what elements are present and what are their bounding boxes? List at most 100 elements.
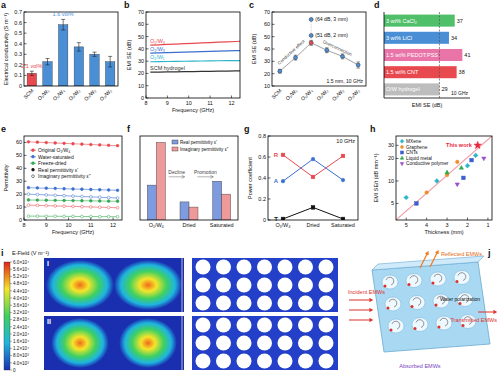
y-tick-label: 20 <box>138 70 144 76</box>
y-tick <box>272 86 275 87</box>
y-tick <box>24 33 27 34</box>
legend-label: Imaginary permittivity ε'' <box>180 147 229 152</box>
arrow <box>169 175 185 178</box>
error-bar <box>30 71 34 75</box>
pore <box>216 278 231 293</box>
annotation: Conductive effect <box>277 38 307 65</box>
bar <box>43 62 52 86</box>
pore <box>196 318 211 333</box>
series-label: O₁/W₃ <box>150 46 165 52</box>
x-tick-label: 4 <box>425 222 428 228</box>
x-tick-label: O₁/W₁ <box>284 87 298 101</box>
colorbar-tick <box>10 355 12 356</box>
marker <box>116 144 119 147</box>
marker <box>54 199 57 202</box>
marker <box>89 143 92 146</box>
x-axis <box>384 98 470 99</box>
x-tick-label: SCM <box>270 87 282 99</box>
y-tick <box>272 49 275 50</box>
x-tick-label: O₃/W₃ <box>98 87 113 102</box>
pore <box>237 354 252 369</box>
pore <box>257 278 272 293</box>
error-bar <box>294 55 298 60</box>
x-tick <box>487 218 488 221</box>
marker <box>116 206 119 209</box>
panel-letter: j <box>487 248 491 258</box>
pore <box>298 336 313 351</box>
y-tick <box>268 178 271 179</box>
y-tick-label: 60 <box>16 139 22 145</box>
pore <box>237 318 252 333</box>
molecule <box>456 280 459 283</box>
legend-label: Liquid metal <box>406 156 432 161</box>
x-tick-label: SCM <box>22 87 34 99</box>
marker <box>473 153 478 158</box>
series-label: O₁/W₄ <box>150 38 166 44</box>
colorbar-tick <box>10 283 12 284</box>
x-tick-label: Saturated <box>210 222 234 228</box>
marker <box>107 200 110 203</box>
legend-swatch <box>32 155 35 158</box>
y-tick-label: 10 <box>16 204 22 210</box>
marker <box>27 140 30 143</box>
error-bar <box>278 69 282 73</box>
y-tick-label: 30 <box>264 58 270 64</box>
data-label: 29 <box>441 86 447 92</box>
panel-letter: f <box>127 124 131 134</box>
plot-frame <box>146 12 240 98</box>
marker <box>54 194 57 197</box>
marker <box>341 178 345 182</box>
marker <box>36 204 39 207</box>
legend-label: Freeze-dried <box>38 160 67 166</box>
x-tick <box>68 218 69 221</box>
pore <box>319 278 334 293</box>
plot-area <box>396 136 492 220</box>
colorbar-tick <box>10 305 12 306</box>
pore <box>278 318 293 333</box>
marker <box>455 160 459 164</box>
series-label: O₁/W₁ <box>150 54 165 60</box>
plot-area <box>384 12 462 98</box>
y-tick <box>24 43 27 44</box>
molecule <box>387 307 390 310</box>
series-label: SCM hydrogel <box>150 65 185 71</box>
panel-letter: i <box>1 248 4 258</box>
x-tick <box>188 96 189 99</box>
x-tick-label: 10 <box>186 100 192 106</box>
y-tick-label: 20 <box>16 191 22 197</box>
marker <box>107 215 110 218</box>
field-map <box>44 316 184 370</box>
y-tick <box>146 48 149 49</box>
pore <box>298 318 313 333</box>
hydrogel-slab <box>372 262 490 352</box>
molecule <box>414 327 417 330</box>
marker <box>311 157 315 161</box>
y-tick-label: 30 <box>16 178 22 184</box>
marker <box>356 63 360 67</box>
marker <box>116 189 119 192</box>
y-tick-label: 0.5 <box>14 30 22 36</box>
pore <box>257 318 272 333</box>
y-tick-label: 60 <box>264 21 270 27</box>
bar <box>222 194 231 220</box>
panel-letter: e <box>1 124 6 134</box>
marker <box>54 205 57 208</box>
polarization-arrow <box>440 318 448 326</box>
diagram-label: Incident EMWs <box>348 289 385 295</box>
panel-letter: b <box>124 0 130 10</box>
y-tick-label: 0.3 <box>14 51 22 57</box>
x-tick-label: O₃/W₃ <box>346 87 361 102</box>
legend-swatch <box>401 145 404 148</box>
data-label: 38 <box>459 69 465 75</box>
arrow <box>430 251 438 267</box>
marker <box>89 199 92 202</box>
marker <box>72 195 75 198</box>
bar <box>384 49 462 61</box>
y-tick-label: 70 <box>138 9 144 15</box>
pore <box>278 260 293 275</box>
colorbar-tick <box>10 326 12 327</box>
marker <box>45 187 48 190</box>
title: E-Field (V m⁻¹) <box>12 250 49 256</box>
colorbar-label: 4.8×10⁴ <box>13 281 29 286</box>
marker <box>54 142 57 145</box>
